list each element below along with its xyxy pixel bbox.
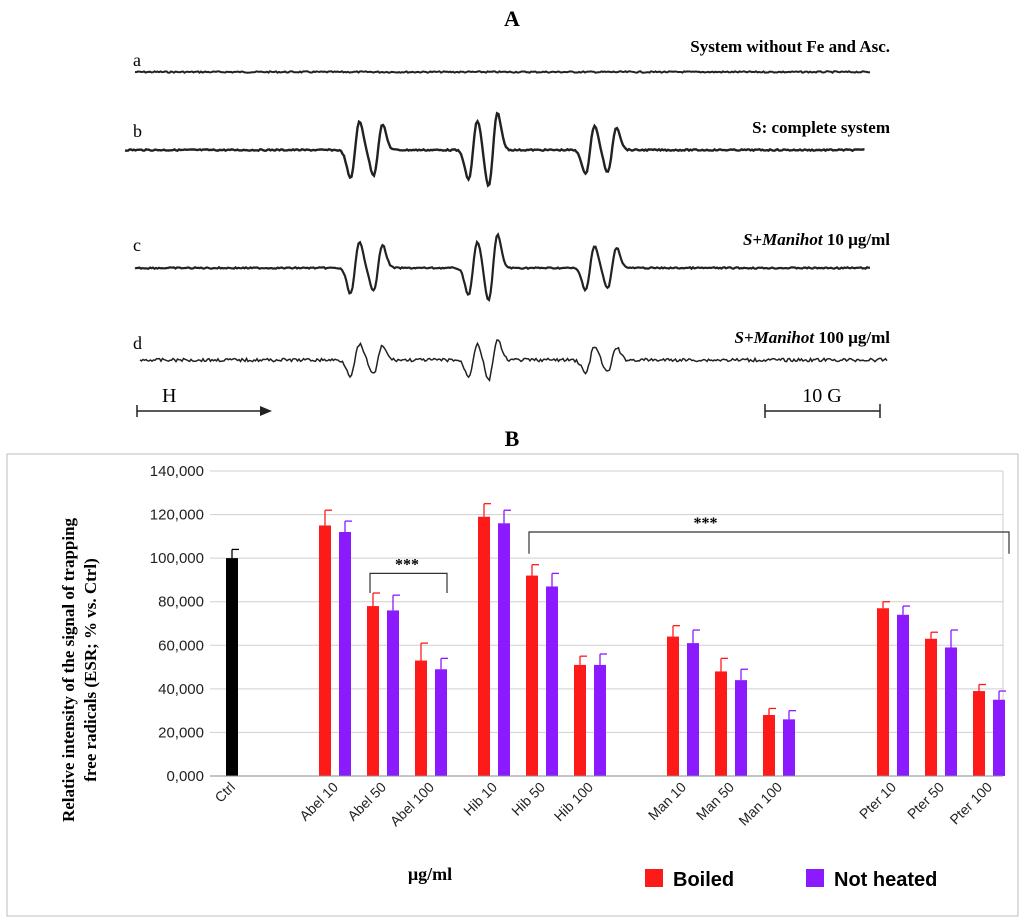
bar-not-heated xyxy=(945,647,957,776)
panel-b-frame xyxy=(6,453,1019,917)
legend-label-not-heated: Not heated xyxy=(834,869,937,891)
bracket-abel xyxy=(369,572,448,593)
x-tick-label: Man 50 xyxy=(693,779,737,823)
bar-boiled xyxy=(763,715,775,776)
x-tick-label: Man 10 xyxy=(645,779,689,823)
bar-boiled xyxy=(478,516,490,776)
trace-c-label-suffix: 10 µg/ml xyxy=(823,230,891,249)
trace-c-line xyxy=(134,232,871,302)
bar-not-heated xyxy=(783,719,795,776)
x-tick-label: Pter 50 xyxy=(904,779,947,822)
trace-d-label-suffix: 100 µg/ml xyxy=(814,328,890,347)
x-tick-label: Abel 100 xyxy=(387,779,438,830)
bar-boiled xyxy=(877,608,889,776)
y-tick-label: 100,000 xyxy=(150,550,204,567)
y-tick-label: 40,000 xyxy=(158,681,204,698)
trace-a-letter: a xyxy=(133,50,141,70)
y-tick-label: 140,000 xyxy=(150,463,204,480)
significance-abel-label: *** xyxy=(395,556,419,573)
x-tick-label: Abel 10 xyxy=(296,779,341,824)
field-arrow: H xyxy=(136,385,272,417)
legend-swatch-boiled xyxy=(645,869,663,887)
bar-not-heated xyxy=(687,643,699,776)
esr-trace-d: d S+Manihot 100 µg/ml xyxy=(133,328,890,382)
bar-boiled xyxy=(367,606,379,776)
bar-boiled xyxy=(319,525,331,776)
trace-b-label: S: complete system xyxy=(752,118,890,137)
y-tick-label: 120,000 xyxy=(150,507,204,524)
trace-c-label-italic: Manihot xyxy=(761,230,824,249)
bar-not-heated xyxy=(993,699,1005,776)
legend: Boiled Not heated xyxy=(645,869,937,891)
y-tick-label: 20,000 xyxy=(158,724,204,741)
bar-boiled xyxy=(415,660,427,776)
significance-abel: *** xyxy=(369,556,448,593)
trace-b-letter: b xyxy=(133,121,142,141)
trace-d-label-italic: Manihot xyxy=(753,328,816,347)
bar-not-heated xyxy=(339,532,351,776)
bar-boiled xyxy=(574,664,586,776)
significance-hib-pter: *** xyxy=(528,515,1010,554)
x-tick-label: Abel 50 xyxy=(344,779,389,824)
y-axis-label-line2: free radicals (ESR; % vs. Ctrl) xyxy=(81,558,100,781)
bar-not-heated xyxy=(387,610,399,776)
trace-c-label-prefix: S+ xyxy=(743,230,762,249)
x-axis-unit: µg/ml xyxy=(408,864,452,884)
legend-swatch-not-heated xyxy=(806,869,824,887)
trace-d-label: S+Manihot 100 µg/ml xyxy=(734,328,890,347)
y-ticks: 0,000 20,000 40,000 60,000 80,000 100,000 120,… xyxy=(150,463,204,785)
y-axis-label-line1: Relative intensity of the signal of trap… xyxy=(59,517,78,822)
bar-boiled xyxy=(973,691,985,776)
x-tick-label: Pter 10 xyxy=(856,779,899,822)
bracket-hib-pter xyxy=(528,531,1010,554)
trace-d-label-prefix: S+ xyxy=(734,328,753,347)
y-tick-label: 80,000 xyxy=(158,594,204,611)
esr-trace-b: b S: complete system xyxy=(124,111,890,188)
y-tick-label: 0,000 xyxy=(166,768,204,785)
x-tick-label: Hib 50 xyxy=(508,779,548,819)
trace-d-line xyxy=(139,339,888,382)
bar-boiled xyxy=(526,575,538,776)
trace-d-letter: d xyxy=(133,333,142,353)
x-tick-label: Pter 100 xyxy=(946,779,995,828)
scale-bar: 10 G xyxy=(764,385,881,418)
trace-a-label: System without Fe and Asc. xyxy=(690,37,890,56)
trace-c-label: S+Manihot 10 µg/ml xyxy=(743,230,890,249)
y-tick-label: 60,000 xyxy=(158,637,204,654)
bar-not-heated xyxy=(435,669,447,776)
x-tick-label: Hib 10 xyxy=(460,779,500,819)
bar-boiled xyxy=(925,638,937,776)
scale-label: 10 G xyxy=(802,385,841,407)
bar-boiled xyxy=(715,671,727,776)
esr-trace-c: c S+Manihot 10 µg/ml xyxy=(133,230,890,302)
x-tick-label: Ctrl xyxy=(211,779,238,806)
trace-a-line xyxy=(134,70,871,74)
legend-label-boiled: Boiled xyxy=(673,869,734,891)
bar-not-heated xyxy=(546,586,558,776)
error-bars xyxy=(231,503,1006,720)
trace-c-letter: c xyxy=(133,235,141,255)
trace-b-line xyxy=(124,111,865,188)
field-label: H xyxy=(162,385,176,407)
significance-hib-pter-label: *** xyxy=(694,515,718,532)
bar-not-heated xyxy=(897,614,909,776)
bar-not-heated xyxy=(498,523,510,776)
x-tick-label: Hib 100 xyxy=(551,779,597,825)
bar-ctrl xyxy=(226,558,238,776)
x-tick-label: Man 100 xyxy=(735,779,785,829)
bar-boiled xyxy=(667,636,679,776)
field-arrowhead xyxy=(260,406,272,416)
bar-not-heated xyxy=(735,680,747,776)
panel-a-letter: A xyxy=(504,6,520,31)
esr-trace-a: a System without Fe and Asc. xyxy=(133,37,890,74)
bar-not-heated xyxy=(594,664,606,776)
panel-b-letter: B xyxy=(505,426,520,451)
bars xyxy=(226,516,1005,776)
